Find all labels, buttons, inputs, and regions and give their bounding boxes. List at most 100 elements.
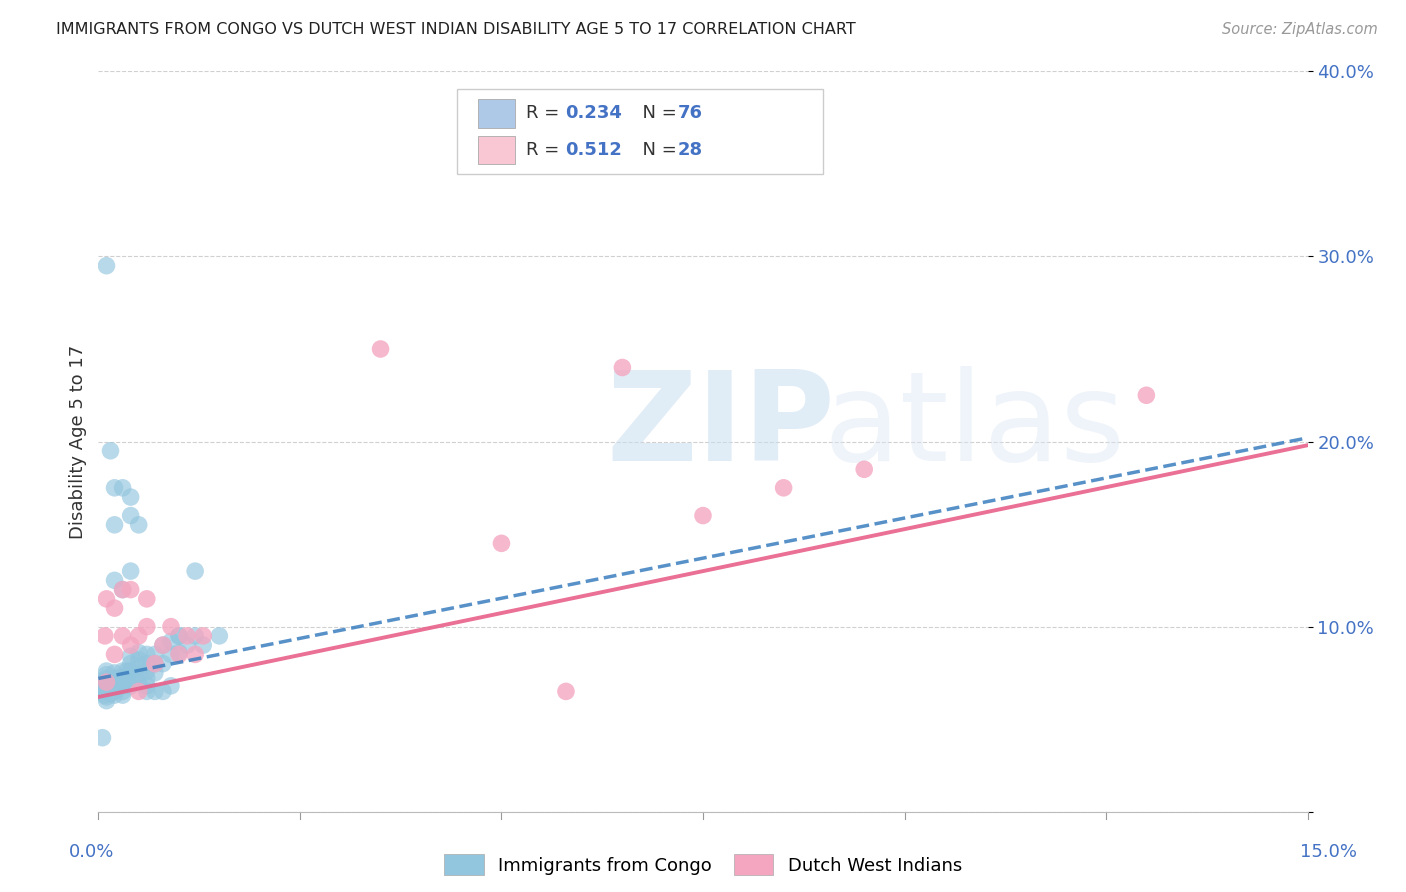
- Point: [91, 731, 114, 745]
- Point: [128, 653, 150, 667]
- Point: [103, 675, 125, 690]
- Point: [120, 679, 142, 693]
- Point: [96, 667, 118, 681]
- Point: [370, 342, 392, 356]
- Point: [143, 657, 166, 671]
- Point: [128, 660, 150, 674]
- Point: [135, 648, 157, 662]
- Point: [103, 481, 125, 495]
- Point: [120, 564, 142, 578]
- Text: 28: 28: [678, 141, 703, 159]
- Point: [120, 490, 142, 504]
- Point: [96, 672, 118, 686]
- Point: [91, 675, 114, 690]
- Point: [103, 672, 125, 686]
- Point: [143, 665, 166, 680]
- Point: [167, 629, 190, 643]
- Point: [491, 536, 513, 550]
- Point: [111, 675, 134, 690]
- Point: [160, 619, 183, 633]
- Point: [100, 443, 122, 458]
- Point: [115, 664, 138, 678]
- Point: [120, 508, 142, 523]
- Text: R =: R =: [526, 141, 565, 159]
- Point: [692, 508, 714, 523]
- Point: [128, 646, 150, 660]
- Point: [103, 688, 125, 702]
- Text: 76: 76: [678, 104, 703, 122]
- Point: [152, 638, 174, 652]
- Point: [103, 684, 125, 698]
- Point: [853, 462, 876, 476]
- Point: [100, 686, 122, 700]
- Point: [135, 679, 157, 693]
- Point: [111, 582, 134, 597]
- Point: [160, 679, 183, 693]
- Text: ZIP: ZIP: [606, 367, 835, 487]
- Point: [555, 684, 578, 698]
- Text: Source: ZipAtlas.com: Source: ZipAtlas.com: [1222, 22, 1378, 37]
- Point: [128, 684, 150, 698]
- Point: [1135, 388, 1157, 402]
- Point: [128, 517, 150, 532]
- Point: [111, 679, 134, 693]
- Point: [91, 684, 114, 698]
- Point: [135, 591, 157, 606]
- Point: [111, 688, 134, 702]
- Point: [135, 672, 157, 686]
- Point: [120, 664, 142, 678]
- Point: [96, 679, 118, 693]
- Point: [167, 648, 190, 662]
- Point: [143, 648, 166, 662]
- Point: [167, 629, 190, 643]
- Point: [103, 601, 125, 615]
- Point: [120, 582, 142, 597]
- Point: [772, 481, 794, 495]
- Point: [103, 648, 125, 662]
- Point: [152, 638, 174, 652]
- Point: [111, 670, 134, 684]
- Point: [208, 629, 231, 643]
- Point: [135, 657, 157, 671]
- Point: [96, 690, 118, 704]
- Point: [143, 684, 166, 698]
- Point: [96, 684, 118, 698]
- Point: [111, 629, 134, 643]
- Point: [100, 679, 122, 693]
- Text: 0.512: 0.512: [565, 141, 621, 159]
- Point: [111, 664, 134, 678]
- Point: [612, 360, 634, 375]
- Point: [193, 629, 215, 643]
- Text: 0.234: 0.234: [565, 104, 621, 122]
- Point: [167, 646, 190, 660]
- Point: [184, 629, 207, 643]
- Point: [94, 629, 117, 643]
- Text: N =: N =: [631, 104, 683, 122]
- Point: [107, 672, 129, 686]
- Point: [111, 684, 134, 698]
- Point: [96, 664, 118, 678]
- Point: [103, 679, 125, 693]
- Point: [96, 259, 118, 273]
- Y-axis label: Disability Age 5 to 17: Disability Age 5 to 17: [69, 344, 87, 539]
- Point: [120, 657, 142, 671]
- Point: [96, 591, 118, 606]
- Point: [120, 672, 142, 686]
- Point: [176, 629, 198, 643]
- Point: [96, 684, 118, 698]
- Point: [128, 667, 150, 681]
- Point: [120, 638, 142, 652]
- Point: [120, 649, 142, 664]
- Point: [111, 481, 134, 495]
- Point: [160, 634, 183, 648]
- Point: [96, 675, 118, 690]
- Point: [135, 619, 157, 633]
- Point: [143, 657, 166, 671]
- Point: [193, 638, 215, 652]
- Point: [160, 648, 183, 662]
- Point: [152, 657, 174, 671]
- Point: [184, 648, 207, 662]
- Text: R =: R =: [526, 104, 565, 122]
- Point: [96, 675, 118, 690]
- Point: [135, 664, 157, 678]
